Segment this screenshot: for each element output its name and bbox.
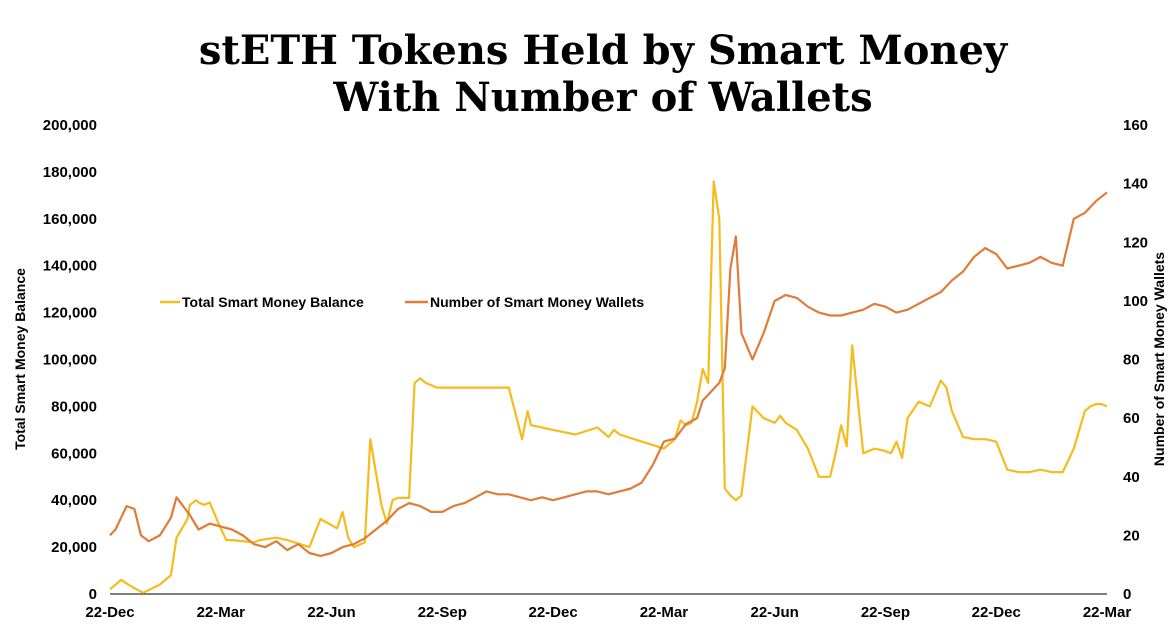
x-tick-label: 22-Sep xyxy=(861,604,910,621)
left-tick-label: 60,000 xyxy=(51,445,97,462)
x-tick-label: 22-Mar xyxy=(640,604,689,621)
left-tick-label: 180,000 xyxy=(43,164,97,181)
left-tick-label: 100,000 xyxy=(43,352,97,369)
legend-label-balance: Total Smart Money Balance xyxy=(182,294,364,310)
left-axis-ticks: 0 20,000 40,000 60,000 80,000 100,000 120,000 1… xyxy=(43,117,97,603)
left-tick-label: 20,000 xyxy=(51,539,97,556)
left-axis-title: Total Smart Money Balance xyxy=(12,268,28,450)
chart-title-line1: stETH Tokens Held by Smart Money xyxy=(199,27,1009,74)
right-tick-label: 140 xyxy=(1123,176,1148,193)
x-tick-label: 22-Sep xyxy=(418,604,467,621)
right-tick-label: 80 xyxy=(1123,352,1140,369)
x-axis-ticks: 22-Dec 22-Mar 22-Jun 22-Sep 22-Dec 22-Mar 22-J… xyxy=(85,604,1131,621)
right-tick-label: 40 xyxy=(1123,469,1140,486)
x-tick-label: 22-Jun xyxy=(307,604,355,621)
x-tick-label: 22-Dec xyxy=(85,604,134,621)
legend: Total Smart Money Balance Number of Smar… xyxy=(160,294,644,310)
series-lines xyxy=(109,180,1108,594)
right-tick-label: 120 xyxy=(1123,234,1148,251)
series-line-balance xyxy=(109,180,1108,594)
x-tick-label: 22-Mar xyxy=(197,604,246,621)
right-tick-label: 60 xyxy=(1123,410,1140,427)
right-tick-label: 0 xyxy=(1123,586,1131,603)
right-tick-label: 160 xyxy=(1123,117,1148,134)
right-tick-label: 100 xyxy=(1123,293,1148,310)
x-tick-label: 22-Dec xyxy=(972,604,1021,621)
left-tick-label: 0 xyxy=(89,586,97,603)
x-tick-label: 22-Jun xyxy=(750,604,798,621)
legend-label-wallets: Number of Smart Money Wallets xyxy=(430,294,644,310)
right-tick-label: 20 xyxy=(1123,527,1140,544)
right-axis-title: Number of Smart Money Wallets xyxy=(1151,252,1167,466)
left-tick-label: 40,000 xyxy=(51,492,97,509)
left-tick-label: 140,000 xyxy=(43,258,97,275)
left-tick-label: 200,000 xyxy=(43,117,97,134)
x-tick-label: 22-Mar xyxy=(1083,604,1132,621)
chart-title-line2: With Number of Wallets xyxy=(332,74,872,121)
left-tick-label: 160,000 xyxy=(43,211,97,228)
x-tick-label: 22-Dec xyxy=(529,604,578,621)
left-tick-label: 120,000 xyxy=(43,305,97,322)
right-axis-ticks: 0 20 40 60 80 100 120 140 160 xyxy=(1123,117,1148,603)
series-line-wallets xyxy=(109,191,1108,557)
left-tick-label: 80,000 xyxy=(51,398,97,415)
